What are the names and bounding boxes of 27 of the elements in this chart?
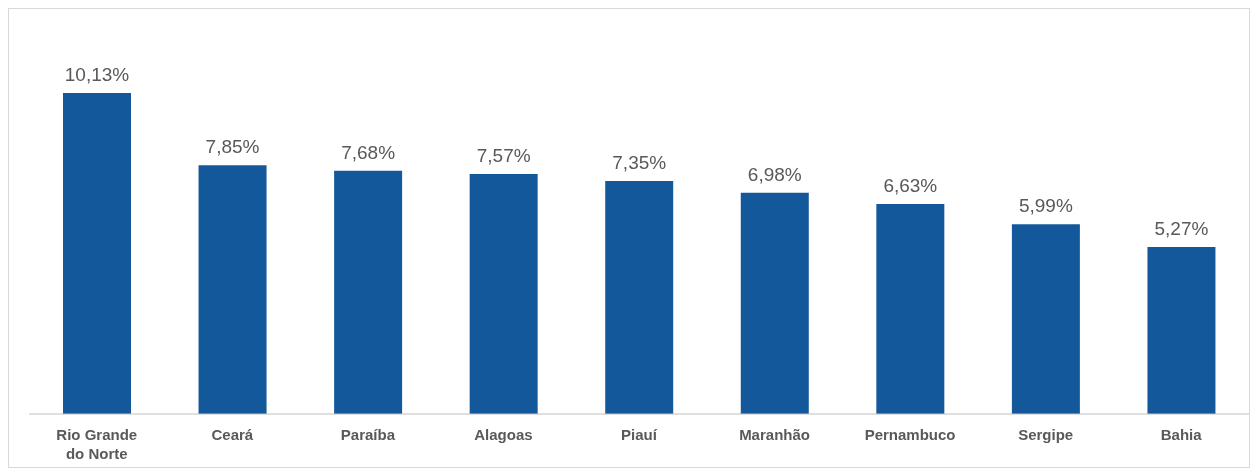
bar	[740, 192, 809, 414]
x-tick-label: Pernambuco	[864, 426, 956, 443]
data-label: 7,85%	[205, 136, 260, 158]
data-label: 6,63%	[883, 174, 938, 196]
data-label: 6,98%	[747, 163, 802, 185]
bar	[1011, 224, 1080, 414]
data-label: 7,68%	[341, 141, 396, 163]
bar	[605, 181, 674, 414]
x-tick-label: Alagoas	[474, 426, 533, 443]
data-label: 5,27%	[1154, 218, 1209, 239]
x-tick-label: Sergipe	[1018, 426, 1074, 443]
data-label: 5,99%	[1018, 195, 1073, 217]
data-label: 7,35%	[612, 152, 667, 174]
data-label: 7,57%	[476, 145, 531, 167]
bar	[876, 203, 945, 414]
x-tick-label: Bahia	[1160, 426, 1203, 443]
x-tick-label: Paraíba	[340, 426, 396, 443]
x-tick-label: Maranhão	[739, 426, 810, 443]
bar	[198, 165, 267, 414]
bar	[63, 93, 131, 414]
bar	[469, 174, 538, 414]
x-tick-label: Piauí	[621, 426, 658, 443]
x-tick-label: Rio Grande do Norte	[56, 426, 138, 462]
bar	[1147, 247, 1216, 414]
x-tick-label: Ceará	[211, 426, 254, 443]
data-label: 10,13%	[64, 64, 130, 85]
bar	[334, 170, 403, 414]
